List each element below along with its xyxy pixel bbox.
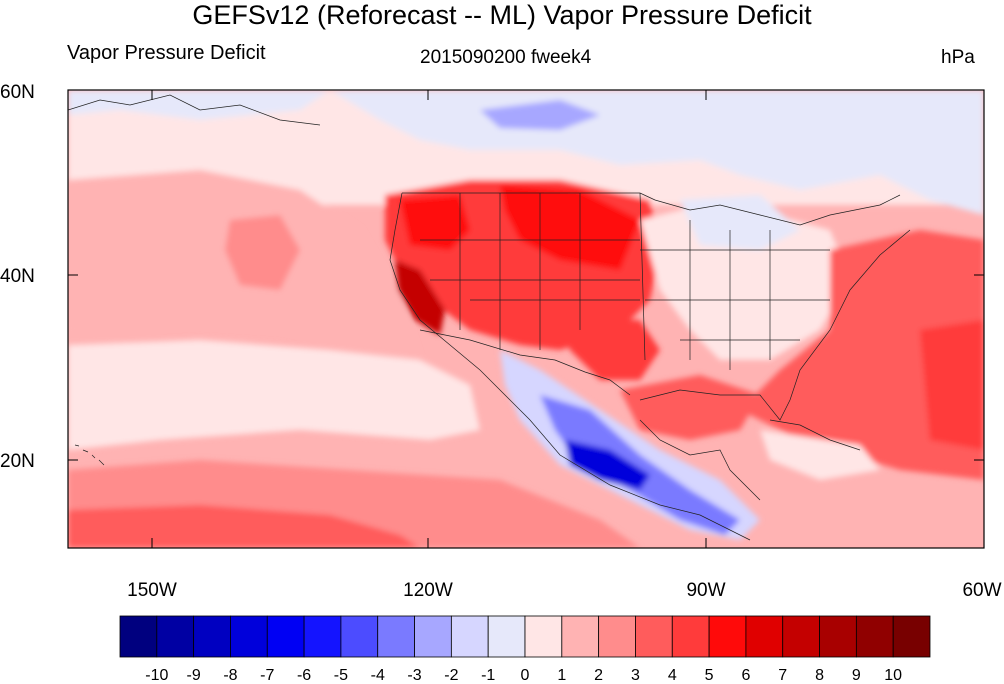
vpd-field-south-pacific-strong [68, 505, 420, 548]
colorbar-swatch [782, 615, 820, 658]
lon-label-150w: 150W [127, 580, 177, 601]
latitude-labels: 60N 40N 20N [0, 82, 35, 472]
colorbar-swatch [303, 615, 342, 658]
vpd-field-mexico-blue [540, 395, 740, 535]
colorbar-label: -5 [334, 667, 348, 684]
colorbar-swatch [450, 615, 489, 658]
longitude-labels: 150W 120W 90W 60W [127, 580, 1001, 601]
vpd-field-arctic-strip [68, 90, 330, 120]
colorbar-swatch [855, 615, 894, 658]
vpd-field-texas [560, 320, 660, 380]
state-lines-east [639, 192, 830, 370]
lon-label-120w: 120W [403, 580, 453, 601]
colorbar-label: 0 [521, 667, 530, 684]
vpd-field-tropical-pale [68, 340, 480, 450]
map-frame [67, 89, 985, 549]
vpd-field-gulf [620, 375, 760, 440]
map-title: GEFSv12 (Reforecast -- ML) Vapor Pressur… [192, 0, 812, 30]
colorbar-swatch [119, 615, 158, 658]
colorbar-label: 8 [815, 667, 824, 684]
us-canada-border [402, 192, 901, 226]
colorbar-swatch [266, 615, 305, 658]
colorbar-swatch [524, 615, 563, 658]
colorbar-label: -2 [444, 667, 458, 684]
lat-label-20n: 20N [0, 451, 35, 472]
colorbar-swatch [708, 615, 747, 658]
vpd-field-atlantic-core [920, 320, 984, 450]
colorbar-label: -9 [187, 667, 201, 684]
vpd-field-california-max [395, 260, 445, 335]
vpd-field-us-west-core [400, 195, 470, 250]
vpd-field-mexico-core [565, 440, 650, 490]
colorbar-label: 4 [668, 667, 677, 684]
vpd-field-east-pale [640, 200, 850, 360]
vpd-field-pacific-pale-blob [225, 215, 300, 290]
colorbar-swatch [156, 615, 195, 658]
gulf-coast [639, 229, 911, 421]
colorbar-label: 2 [594, 667, 603, 684]
colorbar-label: -6 [297, 667, 311, 684]
colorbar-swatch [598, 615, 636, 658]
colorbar-label: -10 [145, 667, 168, 684]
colorbar-swatch [892, 615, 931, 658]
colorbar-label: -7 [260, 667, 274, 684]
vpd-field-caribbean-pale [760, 430, 880, 480]
colorbar-swatch [561, 615, 600, 658]
colorbar-label: -4 [371, 667, 385, 684]
units-label: hPa [941, 47, 975, 68]
axis-ticks [68, 89, 984, 548]
colorbar-swatch [193, 615, 231, 658]
colorbar-label: 3 [631, 667, 640, 684]
alaska-coast [68, 94, 321, 126]
vpd-field-plains-core [500, 185, 640, 270]
colorbar-label: 1 [557, 667, 566, 684]
colorbar-swatch [487, 615, 526, 658]
state-lines-west [420, 193, 640, 350]
colorbar [119, 615, 931, 658]
colorbar-label: 10 [884, 667, 902, 684]
colorbar-swatch [377, 615, 415, 658]
lat-label-40n: 40N [0, 266, 35, 287]
colorbar-swatch [745, 615, 784, 658]
colorbar-labels: -10 -9 -8 -7 -6 -5 -4 -3 -2 -1 0 1 2 3 4 5 6 7 8 9 10 [145, 667, 902, 684]
hawaii-islands [74, 444, 105, 466]
cuba-coast [769, 419, 861, 451]
vpd-field-mexico-pale [500, 350, 760, 540]
colorbar-label: -8 [223, 667, 237, 684]
colorbar-swatch [819, 615, 857, 658]
colorbar-swatch [340, 615, 379, 658]
us-mexico-border [419, 329, 631, 396]
lon-label-60w: 60W [962, 580, 1001, 601]
variable-label: Vapor Pressure Deficit [67, 42, 266, 64]
pacific-coast [389, 192, 751, 541]
colorbar-label: -3 [407, 667, 421, 684]
colorbar-label: 9 [852, 667, 861, 684]
forecast-date-label: 2015090200 fweek4 [420, 47, 592, 68]
colorbar-label: 6 [741, 667, 750, 684]
colorbar-swatch [230, 615, 268, 658]
vpd-field-atlantic [740, 230, 984, 480]
vpd-field-canada-blue [480, 100, 600, 130]
geographic-boundaries [68, 94, 911, 541]
colorbar-swatch [671, 615, 710, 658]
map-plot-area [68, 90, 984, 548]
colorbar-swatch [635, 615, 673, 658]
yucatan-coast [639, 419, 761, 501]
lon-label-90w: 90W [686, 580, 725, 601]
colorbar-label: 5 [705, 667, 714, 684]
colorbar-label: 7 [778, 667, 787, 684]
colorbar-swatch [414, 615, 452, 658]
lat-label-60n: 60N [0, 82, 35, 103]
colorbar-label: -1 [481, 667, 495, 684]
